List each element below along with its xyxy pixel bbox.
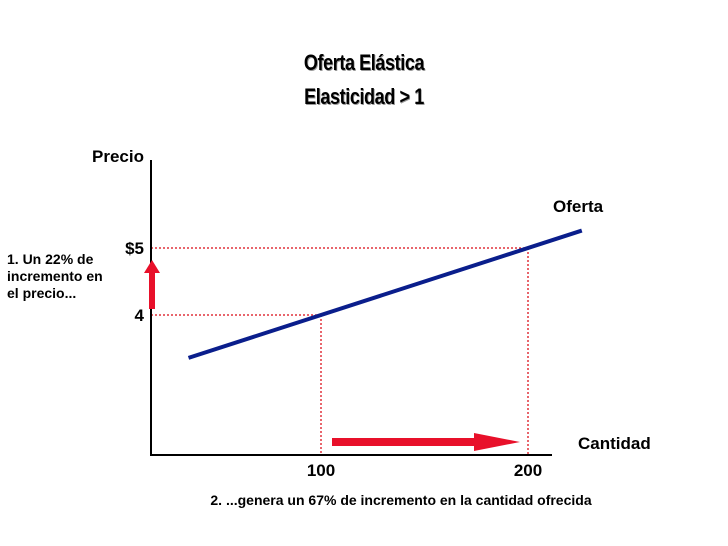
series-group [187, 228, 583, 360]
chart-title-line-2: Elasticidad > 1 [304, 84, 424, 109]
axes [150, 160, 552, 456]
x-axis-title: Cantidad [578, 434, 651, 453]
quantity-arrow-head [474, 433, 520, 451]
price-arrow-head [144, 260, 160, 273]
tick-labels: 100 200 $5 4 [125, 239, 542, 480]
price-change-note: 1. Un 22% de incremento en el precio... [7, 251, 103, 301]
price-arrow-shaft [149, 272, 155, 309]
change-arrows [144, 260, 520, 451]
y-tick-label-0: $5 [125, 239, 144, 258]
series-label-oferta: Oferta [553, 197, 604, 216]
quantity-change-note: 2. ...genera un 67% de incremento en la … [210, 492, 592, 508]
y-axis-title: Precio [92, 147, 144, 166]
supply-line-0 [187, 228, 583, 360]
x-tick-label-1: 200 [514, 461, 542, 480]
chart-title-line-1: Oferta Elástica [303, 50, 425, 75]
y-tick-label-1: 4 [135, 306, 145, 325]
x-tick-label-0: 100 [307, 461, 335, 480]
quantity-arrow-shaft [332, 438, 478, 446]
guide-lines [151, 247, 529, 455]
